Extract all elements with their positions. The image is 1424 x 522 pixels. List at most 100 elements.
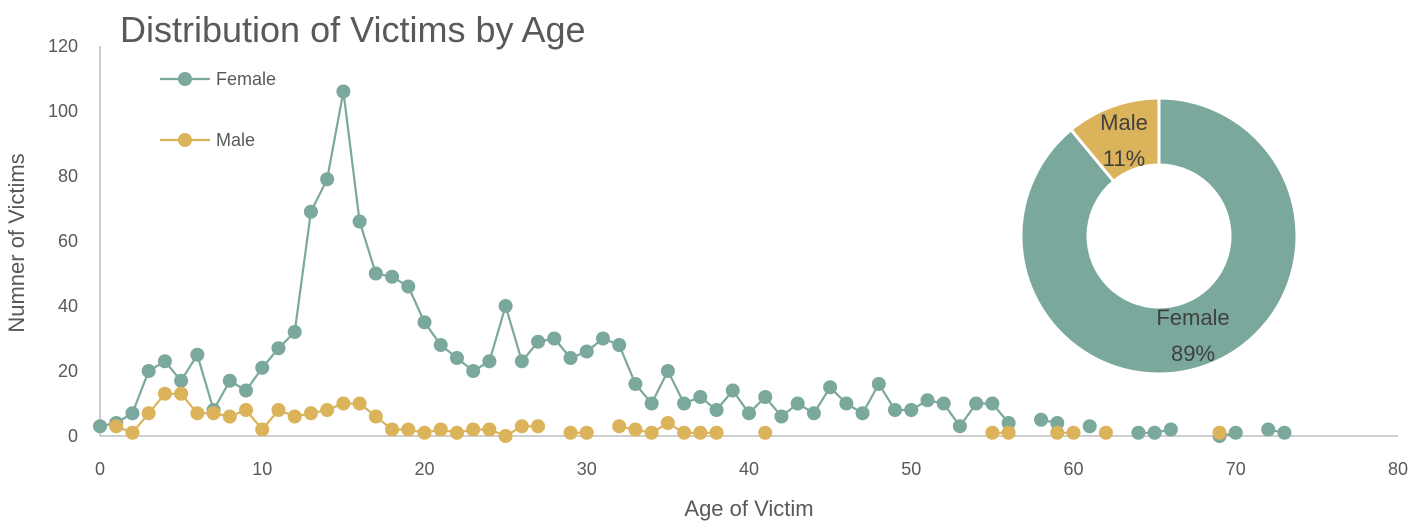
female-point xyxy=(303,204,318,219)
chart-title: Distribution of Victims by Age xyxy=(120,9,586,50)
female-point xyxy=(222,373,237,388)
female-point xyxy=(677,396,692,411)
female-point xyxy=(579,344,594,359)
female-point xyxy=(871,377,886,391)
female-point xyxy=(904,403,919,417)
male-point xyxy=(303,406,318,421)
female-point xyxy=(1228,425,1243,440)
x-tick-label: 0 xyxy=(95,459,105,479)
male-point xyxy=(368,409,383,424)
female-point xyxy=(125,406,140,421)
female-point xyxy=(1147,425,1162,440)
female-point xyxy=(595,331,610,346)
x-tick-label: 20 xyxy=(414,459,434,479)
legend-male-marker xyxy=(178,133,192,147)
male-point xyxy=(271,403,286,417)
male-point xyxy=(985,425,1000,440)
male-point xyxy=(433,422,448,437)
female-point xyxy=(287,325,302,339)
female-point xyxy=(157,354,172,369)
donut-label-male-value: 11% xyxy=(1103,146,1145,171)
female-point xyxy=(1082,419,1097,434)
male-point xyxy=(612,419,627,434)
x-tick-label: 40 xyxy=(739,459,759,479)
female-point xyxy=(790,396,805,411)
legend-male-label: Male xyxy=(216,130,255,150)
male-point xyxy=(385,422,400,437)
female-point xyxy=(709,403,724,417)
y-tick-label: 80 xyxy=(58,166,78,186)
male-point xyxy=(222,409,237,424)
male-point xyxy=(352,396,367,411)
male-point xyxy=(449,425,464,440)
male-point xyxy=(1098,425,1113,440)
male-point xyxy=(579,425,594,440)
male-point xyxy=(141,406,156,421)
male-point xyxy=(255,422,270,437)
female-point xyxy=(385,269,400,284)
x-tick-label: 10 xyxy=(252,459,272,479)
female-point xyxy=(368,266,383,281)
male-series xyxy=(109,386,1227,443)
x-tick-label: 80 xyxy=(1388,459,1408,479)
female-point xyxy=(1131,425,1146,440)
male-point xyxy=(157,386,172,401)
female-point xyxy=(936,396,951,411)
female-point xyxy=(514,354,529,369)
donut-slice-male xyxy=(1068,96,1161,184)
legend: Female Male xyxy=(160,69,276,150)
female-point xyxy=(417,315,432,330)
male-point xyxy=(660,416,675,430)
male-point xyxy=(531,419,546,434)
female-point xyxy=(93,419,107,434)
female-point xyxy=(255,360,270,375)
male-point xyxy=(563,425,578,440)
female-point xyxy=(1050,416,1065,430)
male-point xyxy=(401,422,416,437)
female-point xyxy=(433,338,448,352)
female-point xyxy=(1277,425,1292,440)
donut-label-female-name: Female xyxy=(1156,305,1229,330)
y-tick-label: 0 xyxy=(68,426,78,446)
female-point xyxy=(449,351,464,365)
female-point xyxy=(547,331,562,346)
female-point xyxy=(823,380,838,395)
male-point xyxy=(677,425,692,440)
x-tick-label: 70 xyxy=(1226,459,1246,479)
y-tick-label: 40 xyxy=(58,296,78,316)
x-tick-label: 30 xyxy=(577,459,597,479)
female-point xyxy=(725,383,740,398)
female-point xyxy=(1034,412,1049,427)
female-point xyxy=(612,338,627,352)
legend-female-marker xyxy=(178,72,192,86)
female-point xyxy=(952,419,967,434)
female-point xyxy=(336,84,351,99)
female-point xyxy=(563,351,578,365)
female-point xyxy=(758,390,773,404)
female-point xyxy=(401,279,416,294)
female-point xyxy=(660,364,675,378)
male-point xyxy=(287,409,302,424)
x-axis-title: Age of Victim xyxy=(684,496,813,521)
male-point xyxy=(206,406,221,421)
female-point xyxy=(969,396,984,411)
male-point xyxy=(482,422,497,437)
female-point xyxy=(920,393,935,408)
donut-label-male-name: Male xyxy=(1100,110,1148,135)
x-tick-labels: 0 10 20 30 40 50 60 70 80 xyxy=(95,459,1408,479)
y-tick-label: 100 xyxy=(48,101,78,121)
male-point xyxy=(498,429,513,443)
female-point xyxy=(320,172,335,187)
donut-slice-female xyxy=(1019,96,1299,376)
male-point xyxy=(709,425,724,440)
female-point xyxy=(271,341,286,356)
series-layer xyxy=(93,84,1292,443)
female-point xyxy=(174,373,189,388)
female-point xyxy=(1001,416,1016,430)
female-point xyxy=(1261,422,1276,437)
female-point xyxy=(806,406,821,421)
female-point xyxy=(239,383,254,398)
y-tick-label: 60 xyxy=(58,231,78,251)
female-point xyxy=(141,364,156,378)
